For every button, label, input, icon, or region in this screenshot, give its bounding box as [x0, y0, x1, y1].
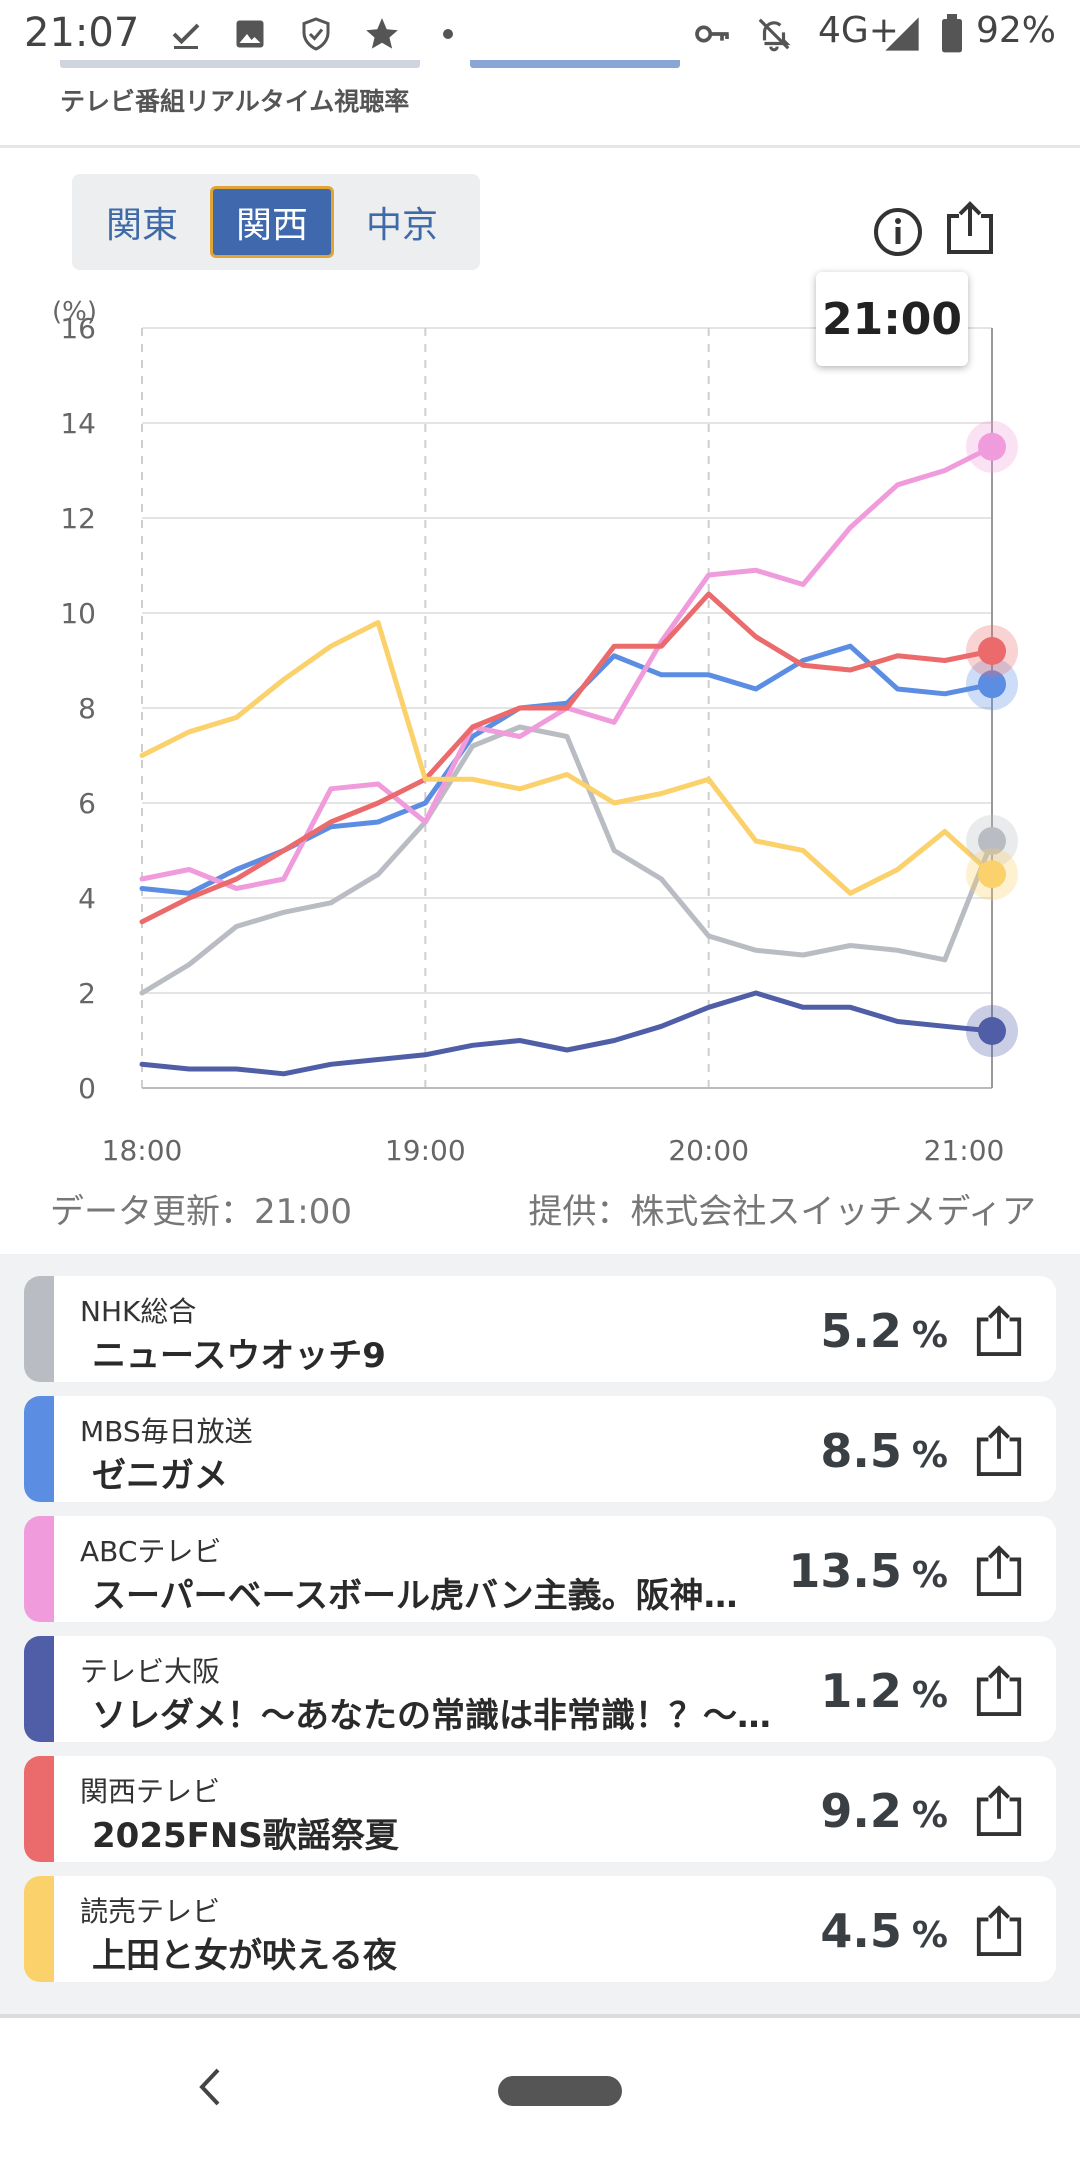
ratings-chart: 16 14 12 10 8 6 4 2 0 (%) 18:00 19:00 20:00 21:00 [52, 297, 1018, 1167]
rating-value: 13.5% [788, 1544, 948, 1598]
channel-name: テレビ大阪 [80, 1655, 221, 1688]
home-pill[interactable] [498, 2076, 622, 2106]
share-icon[interactable] [974, 1544, 1024, 1598]
data-updated: データ更新：21:00 [50, 1192, 352, 1232]
channel-color-bar [24, 1396, 54, 1502]
program-card-abc[interactable]: ABCテレビ スーパーベースボール虎バン主義。阪神… 13.5% [24, 1516, 1056, 1622]
channel-name: 読売テレビ [80, 1895, 221, 1928]
share-icon[interactable] [974, 1904, 1024, 1958]
status-time: 21:07 [24, 10, 140, 56]
program-card-kansai-tv[interactable]: 関西テレビ 2025FNS歌謡祭夏 9.2% [24, 1756, 1056, 1862]
system-nav-bar [0, 2018, 1080, 2160]
battery-level: 92% [976, 10, 1057, 51]
region-tabs: 関東 関西 中京 [72, 174, 480, 270]
star-icon [360, 12, 404, 56]
share-icon[interactable] [974, 1424, 1024, 1478]
x-tick-label: 20:00 [668, 1134, 749, 1167]
program-title: ニュースウオッチ9 [92, 1336, 386, 1376]
program-title: ゼニガメ [92, 1456, 228, 1496]
channel-color-bar [24, 1636, 54, 1742]
channel-color-bar [24, 1276, 54, 1382]
download-done-icon [164, 12, 208, 56]
key-icon [690, 12, 734, 56]
y-tick-label: 16 [60, 312, 96, 345]
channel-name: ABCテレビ [80, 1535, 222, 1568]
y-axis-unit: (%) [52, 297, 97, 327]
y-tick-label: 6 [78, 787, 96, 820]
series-end-point [978, 432, 1006, 461]
channel-name: 関西テレビ [80, 1775, 221, 1808]
program-title: スーパーベースボール虎バン主義。阪神… [92, 1576, 738, 1616]
network-type: 4G+ [818, 10, 899, 51]
rating-value: 8.5% [820, 1424, 948, 1478]
channel-color-bar [24, 1876, 54, 1982]
app-header: テレビ番組リアルタイム視聴率 [0, 60, 1080, 148]
y-tick-label: 14 [60, 407, 96, 440]
x-tick-label: 18:00 [102, 1134, 183, 1167]
series-end-point [978, 827, 1006, 855]
channel-name: NHK総合 [80, 1295, 197, 1328]
share-icon[interactable] [974, 1664, 1024, 1718]
image-icon [228, 12, 272, 56]
logo [60, 60, 420, 68]
y-tick-label: 0 [78, 1072, 96, 1105]
share-icon[interactable] [974, 1304, 1024, 1358]
channel-color-bar [24, 1516, 54, 1622]
tab-chukyo[interactable]: 中京 [365, 205, 438, 246]
bell-off-icon [752, 12, 796, 56]
rating-value: 9.2% [820, 1784, 948, 1838]
y-tick-label: 4 [78, 882, 96, 915]
y-tick-label: 10 [60, 597, 96, 630]
signal-icon [880, 12, 924, 56]
chart-section: 関東 関西 中京 16 14 12 10 8 6 4 2 0 (%) 18:00 19:00 20:00… [0, 148, 1080, 1254]
series-line [139, 591, 995, 925]
battery-icon [930, 12, 974, 56]
rating-value: 1.2% [820, 1664, 948, 1718]
divider [0, 2014, 1080, 2018]
back-icon[interactable] [190, 2062, 230, 2112]
time-tooltip: 21:00 [816, 272, 968, 366]
shield-icon [294, 12, 338, 56]
rating-value: 4.5% [820, 1904, 948, 1958]
share-icon[interactable] [944, 200, 996, 256]
program-card-tv-osaka[interactable]: テレビ大阪 ソレダメ！～あなたの常識は非常識！？～… 1.2% [24, 1636, 1056, 1742]
series-end-point [978, 637, 1006, 665]
tab-kansai[interactable]: 関西 [210, 186, 334, 258]
app-subtitle: テレビ番組リアルタイム視聴率 [60, 87, 410, 116]
series-end-point [978, 1017, 1006, 1045]
info-icon[interactable] [872, 206, 924, 258]
x-tick-label: 21:00 [924, 1134, 1005, 1167]
program-list: NHK総合 ニュースウオッチ9 5.2% MBS毎日放送 ゼニガメ 8.5% A… [0, 1254, 1080, 2014]
dot-icon [426, 12, 470, 56]
program-card-ytv[interactable]: 読売テレビ 上田と女が吠える夜 4.5% [24, 1876, 1056, 1982]
data-provider: 提供：株式会社スイッチメディア [528, 1192, 1036, 1232]
program-title: 2025FNS歌謡祭夏 [92, 1816, 399, 1856]
tab-kanto[interactable]: 関東 [105, 205, 178, 246]
series-line [139, 724, 995, 996]
series-line [139, 990, 995, 1077]
channel-name: MBS毎日放送 [80, 1415, 253, 1448]
channel-color-bar [24, 1756, 54, 1862]
series-end-point [978, 860, 1006, 889]
y-tick-label: 12 [60, 502, 96, 535]
logo-tagline [470, 60, 680, 68]
program-card-mbs[interactable]: MBS毎日放送 ゼニガメ 8.5% [24, 1396, 1056, 1502]
series-line [139, 620, 995, 896]
rating-value: 5.2% [820, 1304, 948, 1358]
program-card-nhk[interactable]: NHK総合 ニュースウオッチ9 5.2% [24, 1276, 1056, 1382]
series-end-point [978, 670, 1006, 699]
y-tick-label: 8 [78, 692, 96, 725]
y-tick-label: 2 [78, 977, 96, 1010]
x-tick-label: 19:00 [385, 1134, 466, 1167]
program-title: 上田と女が吠える夜 [92, 1936, 397, 1976]
share-icon[interactable] [974, 1784, 1024, 1838]
program-title: ソレダメ！～あなたの常識は非常識！？～… [92, 1696, 771, 1736]
